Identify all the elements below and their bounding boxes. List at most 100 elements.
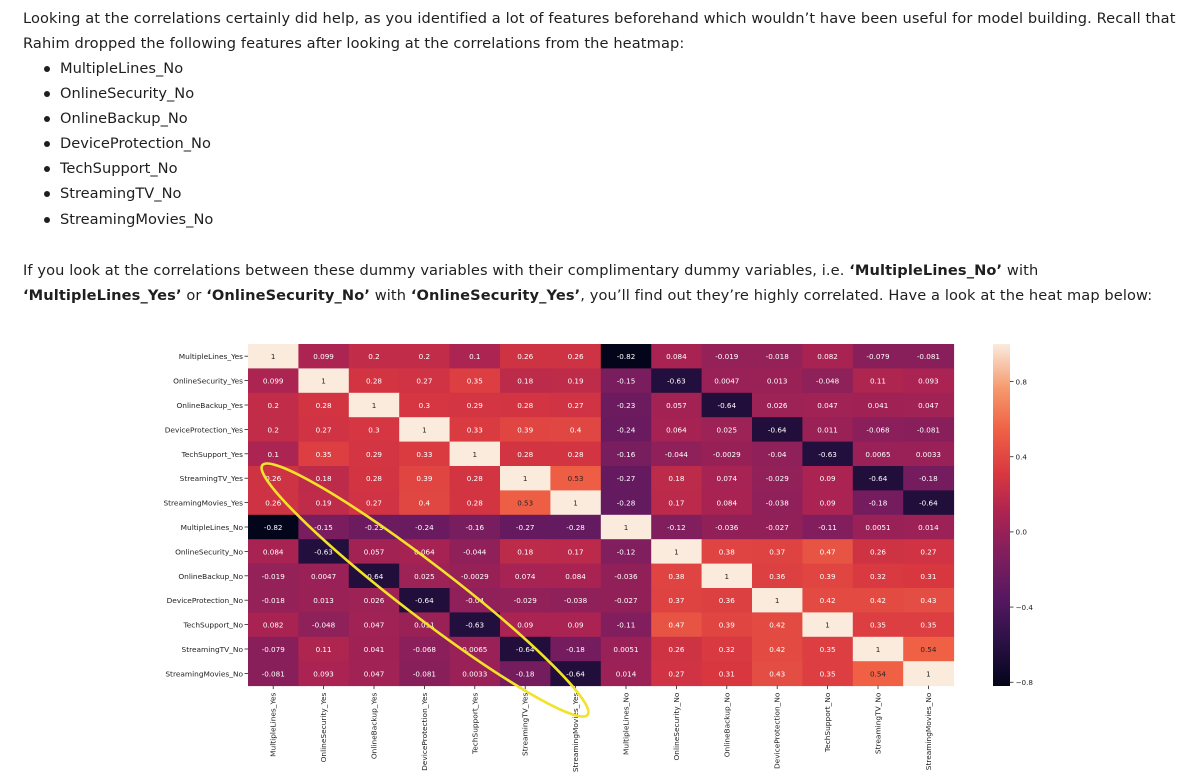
heatmap-cell [802, 588, 854, 613]
heatmap-cell [852, 490, 904, 516]
cell-value-label: 0.099 [313, 352, 334, 361]
heatmap-cell [348, 441, 400, 467]
heatmap-cell [600, 588, 652, 613]
heatmap-cell [903, 441, 955, 467]
cell-value-label: 0.28 [366, 377, 382, 386]
heatmap-cell [449, 392, 501, 418]
para2-text-2: with [1002, 262, 1039, 279]
cell-value-label: -0.82 [617, 352, 636, 361]
heatmap-cell [500, 344, 551, 369]
dropped-feature-item: OnlineSecurity_No [40, 81, 213, 106]
heatmap-cell [903, 563, 955, 589]
cell-value-label: 1 [422, 425, 427, 434]
heatmap-cell [600, 612, 652, 638]
cell-value-label: -0.63 [465, 621, 484, 630]
cell-value-label: -0.079 [262, 645, 286, 654]
heatmap-cell [701, 612, 753, 638]
heatmap-cell [802, 563, 854, 589]
heatmap-cell [903, 514, 955, 540]
cell-value-label: -0.23 [365, 523, 384, 532]
heatmap-cell [298, 612, 350, 638]
heatmap-cell [550, 588, 602, 613]
y-tick-label: DeviceProtection_Yes [165, 425, 243, 434]
heatmap-cell [752, 392, 803, 418]
cell-value-label: 0.39 [517, 425, 533, 434]
cell-value-label: 1 [372, 401, 377, 410]
heatmap-cell [651, 563, 703, 589]
cell-value-label: -0.12 [667, 523, 686, 532]
cell-value-label: 0.082 [817, 352, 838, 361]
cell-value-label: -0.036 [614, 572, 638, 581]
heatmap-cell [802, 368, 854, 394]
heatmap-cell [298, 563, 350, 589]
cell-value-label: -0.081 [413, 669, 436, 678]
cell-value-label: -0.64 [516, 645, 535, 654]
heatmap-cell [903, 612, 955, 638]
heatmap-cell [550, 490, 602, 516]
heatmap-cell [500, 490, 551, 516]
cell-value-label: 0.43 [769, 669, 785, 678]
heatmap-cell [802, 612, 854, 638]
heatmap-cell [701, 417, 753, 443]
cell-value-label: 0.27 [920, 547, 936, 556]
heatmap-cell [248, 514, 299, 540]
y-tick-label: OnlineSecurity_Yes [173, 377, 243, 386]
x-tick-label: TechSupport_Yes [470, 692, 479, 755]
y-tick-label: StreamingMovies_Yes [163, 499, 243, 508]
cell-value-label: 0.026 [767, 401, 788, 410]
heatmap-cell [852, 661, 904, 687]
cell-value-label: 0.013 [313, 596, 334, 605]
cell-value-label: -0.18 [869, 499, 888, 508]
cell-value-label: 0.27 [316, 425, 332, 434]
heatmap-cell [449, 514, 501, 540]
cell-value-label: 1 [271, 352, 276, 361]
heatmap-cell [550, 563, 602, 589]
heatmap-cell [248, 612, 299, 638]
cell-value-label: 0.33 [416, 450, 432, 459]
heatmap-cell [600, 466, 652, 491]
cell-value-label: 0.28 [568, 450, 584, 459]
heatmap-cell [348, 514, 400, 540]
y-tick-label: StreamingTV_No [182, 645, 244, 654]
para2-bold-1: ‘MultipleLines_No’ [849, 262, 1003, 279]
cell-value-label: 0.026 [364, 596, 385, 605]
cell-value-label: -0.019 [262, 572, 286, 581]
heatmap-cell [752, 466, 803, 491]
heatmap-cell [600, 392, 652, 418]
cell-value-label: 0.4 [570, 425, 582, 434]
heatmap-cell [248, 368, 299, 394]
heatmap-cell [802, 466, 854, 491]
heatmap-cell [600, 417, 652, 443]
cell-value-label: 0.35 [820, 645, 836, 654]
cell-value-label: 0.047 [918, 401, 939, 410]
cell-value-label: -0.027 [766, 523, 789, 532]
heatmap-cell [248, 417, 299, 443]
heatmap-cell [348, 466, 400, 491]
cell-value-label: 1 [674, 547, 679, 556]
x-tick-label: MultipleLines_No [622, 692, 631, 755]
heatmap-cell [651, 612, 703, 638]
cell-value-label: 0.42 [820, 596, 836, 605]
cell-value-label: -0.038 [766, 499, 790, 508]
cell-value-label: 0.011 [414, 621, 435, 630]
heatmap-cell [248, 539, 299, 565]
heatmap-cell [701, 392, 753, 418]
heatmap-cell [651, 392, 703, 418]
heatmap-cell [248, 344, 299, 369]
dropped-feature-item: StreamingTV_No [40, 181, 213, 206]
colorbar [993, 344, 1010, 686]
heatmap-cell [348, 490, 400, 516]
heatmap-cell [651, 417, 703, 443]
cell-value-label: 0.084 [565, 572, 586, 581]
cell-value-label: 0.26 [517, 352, 533, 361]
cell-value-label: 0.28 [517, 450, 533, 459]
colorbar-tick-label: 0.4 [1016, 453, 1028, 462]
y-tick-label: TechSupport_No [182, 621, 243, 630]
cell-value-label: -0.63 [314, 547, 333, 556]
heatmap-cell [449, 612, 501, 638]
cell-value-label: 0.28 [517, 401, 533, 410]
para2-text-4: with [369, 287, 411, 304]
heatmap-cell [500, 466, 551, 491]
heatmap-cell [701, 490, 753, 516]
cell-value-label: 0.013 [767, 377, 788, 386]
